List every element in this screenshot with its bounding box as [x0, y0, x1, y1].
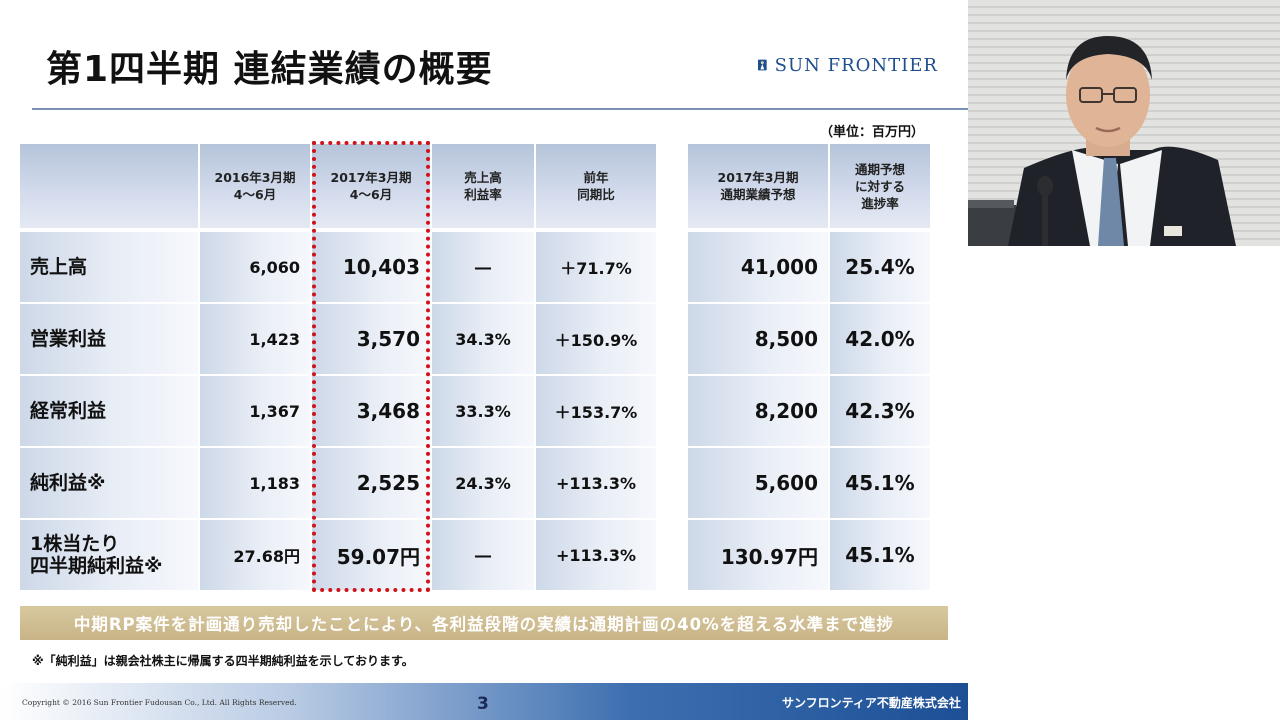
footnote: ※「純利益」は親会社株主に帰属する四半期純利益を示しております。 — [32, 654, 414, 668]
current-period-highlight — [312, 141, 430, 592]
sales-margin-value: 34.3% — [432, 304, 534, 374]
forecast-value: 8,500 — [688, 304, 828, 374]
header-prev-period: 2016年3月期 4～6月 — [200, 144, 310, 228]
title-divider — [32, 108, 968, 110]
yoy-value: ＋71.7% — [536, 232, 656, 302]
forecast-value: 8,200 — [688, 376, 828, 446]
summary-banner: 中期RP案件を計画通り売却したことにより、各利益段階の実績は通期計画の40%を超… — [20, 606, 948, 640]
current-period-value: 2,525 — [312, 448, 430, 518]
row-label: 1株当たり 四半期純利益※ — [20, 520, 198, 590]
progress-value: 42.3% — [830, 376, 930, 446]
forecast-value: 130.97円 — [688, 520, 828, 590]
company-logo: SUN FRONTIER — [758, 44, 938, 86]
progress-value: 42.0% — [830, 304, 930, 374]
row-label: 売上高 — [20, 232, 198, 302]
sales-margin-value: ― — [432, 520, 534, 590]
current-period-value: 3,570 — [312, 304, 430, 374]
sales-margin-value: 33.3% — [432, 376, 534, 446]
sales-margin-value: ― — [432, 232, 534, 302]
progress-value: 25.4% — [830, 232, 930, 302]
prev-period-value: 1,423 — [200, 304, 310, 374]
prev-period-value: 6,060 — [200, 232, 310, 302]
unit-label: （単位：百万円） — [820, 125, 925, 140]
header-yoy: 前年 同期比 — [536, 144, 656, 228]
company-name: サンフロンティア不動産株式会社 — [782, 696, 961, 710]
progress-value: 45.1% — [830, 448, 930, 518]
copyright-text: Copyright © 2016 Sun Frontier Fudousan C… — [22, 698, 297, 707]
current-period-value: 3,468 — [312, 376, 430, 446]
yoy-value: +113.3% — [536, 520, 656, 590]
header-current-period: 2017年3月期 4～6月 — [312, 144, 430, 228]
logo-text: SUN FRONTIER — [774, 54, 938, 76]
current-period-value: 59.07円 — [312, 520, 430, 590]
row-label: 経常利益 — [20, 376, 198, 446]
header-progress-rate: 通期予想 に対する 進捗率 — [830, 144, 930, 228]
header-corner — [20, 144, 198, 228]
yoy-value: ＋150.9% — [536, 304, 656, 374]
progress-value: 45.1% — [830, 520, 930, 590]
row-label: 純利益※ — [20, 448, 198, 518]
presenter-video — [968, 0, 1280, 246]
forecast-value: 41,000 — [688, 232, 828, 302]
current-period-value: 10,403 — [312, 232, 430, 302]
prev-period-value: 27.68円 — [200, 520, 310, 590]
yoy-value: ＋153.7% — [536, 376, 656, 446]
forecast-value: 5,600 — [688, 448, 828, 518]
slide-title: 第1四半期 連結業績の概要 — [46, 49, 493, 90]
footer-bar — [0, 683, 968, 720]
header-sales-margin: 売上高 利益率 — [432, 144, 534, 228]
presenter-image — [968, 36, 1236, 246]
presentation-slide: 第1四半期 連結業績の概要 SUN FRONTIER （単位：百万円） 2016… — [0, 44, 968, 720]
yoy-value: +113.3% — [536, 448, 656, 518]
prev-period-value: 1,183 — [200, 448, 310, 518]
row-label: 営業利益 — [20, 304, 198, 374]
sun-frontier-logo-icon — [758, 59, 767, 71]
header-full-year-forecast: 2017年3月期 通期業績予想 — [688, 144, 828, 228]
prev-period-value: 1,367 — [200, 376, 310, 446]
sales-margin-value: 24.3% — [432, 448, 534, 518]
page-number: 3 — [477, 694, 489, 714]
